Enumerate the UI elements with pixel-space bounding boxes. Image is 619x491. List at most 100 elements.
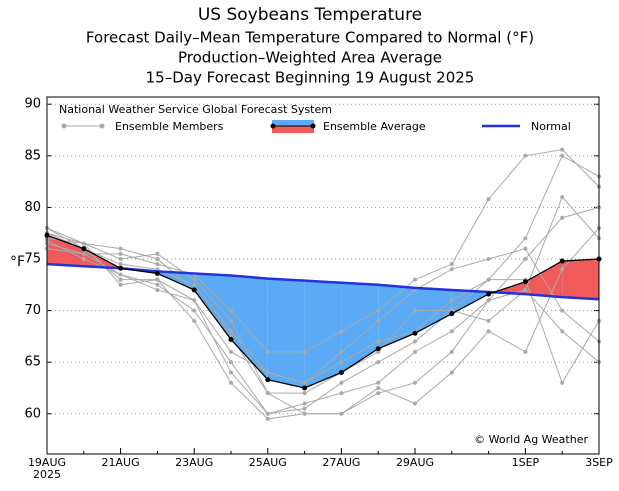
- average-line-point: [449, 311, 455, 317]
- anomaly-fill: [378, 284, 415, 349]
- x-year-label: 2025: [33, 468, 61, 481]
- ensemble-member-line-point: [560, 153, 565, 158]
- anomaly-fill: [562, 258, 599, 300]
- ensemble-member-line-point: [155, 256, 160, 261]
- ensemble-member-line-point: [155, 287, 160, 292]
- average-line-point: [81, 246, 87, 252]
- ensemble-member-line-point: [339, 391, 344, 396]
- ensemble-member-line-point: [229, 360, 233, 365]
- ensemble-member-line-point: [155, 277, 160, 282]
- credit: © World Ag Weather: [474, 433, 588, 446]
- chart-subtitle: Forecast Daily–Mean Temperature Compared…: [86, 29, 534, 47]
- ensemble-member-line-point: [339, 411, 344, 416]
- ensemble-member-line-point: [118, 246, 123, 251]
- y-axis-label: °F: [10, 254, 25, 270]
- ensemble-member-line-point: [486, 318, 491, 323]
- anomaly-fill: [304, 280, 342, 388]
- x-tick-label: 1SEP: [512, 456, 540, 469]
- anomaly-fill: [231, 275, 268, 380]
- ensemble-member-line-point: [265, 349, 270, 354]
- x-tick-label: 23AUG: [175, 456, 213, 469]
- ensemble-member-line-point: [192, 318, 197, 323]
- ensemble-member-line-point: [523, 246, 528, 251]
- legend-label: Ensemble Members: [115, 120, 224, 133]
- ensemble-member-line-point: [376, 308, 381, 313]
- ensemble-member-line-point: [265, 416, 270, 421]
- ensemble-member-line-point: [229, 349, 233, 354]
- ensemble-member-line: [46, 196, 600, 394]
- ensemble-member-line-point: [376, 360, 381, 365]
- x-tick-label: 19AUG: [28, 456, 66, 469]
- ensemble-member-line-point: [302, 380, 307, 385]
- average-line-point: [338, 369, 344, 375]
- ensemble-member-line-point: [523, 349, 528, 354]
- legend-swatch: [61, 123, 67, 129]
- ensemble-member-line-point: [449, 329, 454, 334]
- ensemble-member-line-point: [523, 256, 528, 261]
- ensemble-member-line-point: [118, 262, 123, 267]
- ensemble-member-line-point: [449, 262, 454, 267]
- ensemble-member-line-point: [560, 380, 565, 385]
- ensemble-member-line: [46, 227, 600, 384]
- ensemble-member-line-point: [486, 197, 491, 202]
- ensemble-member-line-point: [560, 308, 565, 313]
- ensemble-member-line-point: [523, 153, 528, 158]
- ensemble-member-line-point: [560, 195, 565, 200]
- ensemble-member-line-point: [449, 349, 454, 354]
- chart-subtitle: 15–Day Forecast Beginning 19 August 2025: [146, 69, 475, 87]
- average-line-point: [191, 287, 197, 293]
- legend-swatch: [272, 126, 314, 133]
- legend-swatch: [272, 120, 314, 126]
- plot: [44, 103, 602, 454]
- ensemble-member-line-point: [302, 349, 307, 354]
- ensemble-member-line-point: [560, 329, 565, 334]
- legend-title: National Weather Service Global Forecast…: [59, 103, 332, 116]
- ensemble-member-line-point: [376, 318, 381, 323]
- ensemble-member-line-point: [118, 277, 123, 282]
- ensemble-member-line-point: [449, 370, 454, 375]
- y-tick-label: 80: [24, 200, 41, 215]
- ensemble-member-line-point: [486, 329, 491, 334]
- ensemble-member-line-point: [229, 308, 233, 313]
- ensemble-member-line-point: [486, 256, 491, 261]
- ensemble-member-line-point: [376, 339, 381, 344]
- legend-swatch: [99, 123, 105, 129]
- normal-line: [46, 262, 600, 301]
- ensemble-member-line-point: [376, 380, 381, 385]
- average-line-point: [302, 385, 308, 391]
- ensemble-member-line-point: [118, 282, 123, 287]
- ensemble-member-line-point: [155, 262, 160, 267]
- y-tick-label: 90: [24, 97, 41, 112]
- average-line-point: [265, 377, 271, 383]
- average-line-point: [522, 279, 528, 285]
- ensemble-member-line-point: [560, 267, 565, 272]
- ensemble-member-line-point: [265, 370, 270, 375]
- ensemble-member-line-point: [118, 251, 123, 256]
- chart-subtitle: Production–Weighted Area Average: [178, 49, 442, 67]
- ensemble-member-line-point: [376, 385, 381, 390]
- ensemble-member-line-point: [81, 256, 86, 261]
- anomaly-fill: [267, 278, 305, 388]
- ensemble-member-line-point: [192, 298, 197, 303]
- average-line-point: [154, 270, 160, 276]
- x-tick-label: 29AUG: [396, 456, 434, 469]
- ensemble-member-line-point: [192, 277, 197, 282]
- ensemble-member-line-point: [192, 282, 197, 287]
- average-line-point: [118, 265, 124, 271]
- ensemble-member-line-point: [155, 251, 160, 256]
- ensemble-member-line-point: [265, 391, 270, 396]
- ensemble-member-line-point: [229, 329, 233, 334]
- ensemble-member-line-point: [229, 370, 233, 375]
- ensemble-member-line-point: [339, 349, 344, 354]
- plot-frame: [46, 96, 600, 455]
- anomaly-fill: [451, 289, 489, 314]
- y-tick-label: 65: [24, 355, 41, 370]
- average-line-point: [228, 336, 234, 342]
- y-tick-label: 85: [24, 148, 41, 163]
- ensemble-member-line-point: [413, 339, 417, 344]
- y-tick-label: 75: [24, 251, 41, 266]
- ensemble-member-line-point: [523, 287, 528, 292]
- ensemble-member-line-point: [302, 401, 307, 406]
- ensemble-member-line-point: [339, 360, 344, 365]
